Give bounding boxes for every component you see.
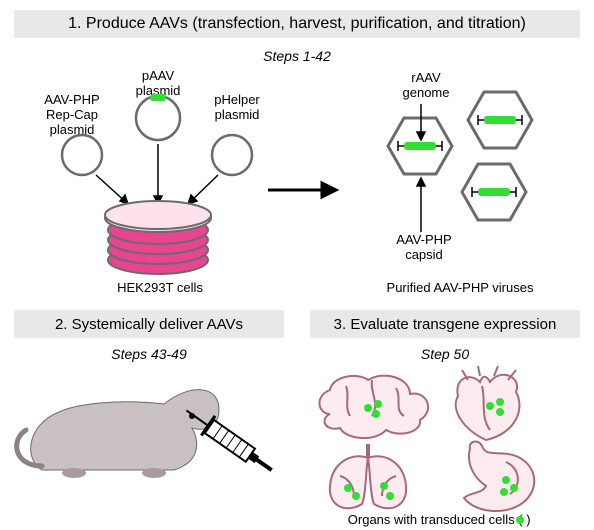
capsid-label: AAV-PHP capsid — [386, 232, 462, 262]
mouse-icon — [17, 390, 219, 478]
organs-label: Organs with transduced cells ( ) — [310, 512, 580, 527]
capsid-1 — [388, 118, 452, 174]
capsid-3 — [462, 164, 526, 220]
plasmid-center — [136, 94, 180, 140]
section3-steps: Step 50 — [310, 346, 580, 362]
organ-stomach — [464, 442, 534, 512]
section1-diagram — [0, 0, 594, 300]
genome-label: rAAV genome — [396, 70, 456, 100]
organs-label-text: Organs with transduced cells ( ) — [348, 512, 531, 527]
organ-brain — [319, 376, 428, 438]
cells-label: HEK293T cells — [100, 280, 220, 295]
section2-diagram — [14, 370, 284, 510]
plasmid-arrows — [96, 144, 218, 204]
section2-header: 2. Systemically deliver AAVs — [14, 310, 284, 338]
section3-header: 3. Evaluate transgene expression — [310, 310, 580, 338]
section3-title: 3. Evaluate transgene expression — [334, 316, 557, 333]
section2-title: 2. Systemically deliver AAVs — [55, 316, 243, 333]
organ-lungs — [330, 444, 406, 508]
plasmid-right — [212, 135, 252, 175]
section2-steps: Steps 43-49 — [14, 346, 284, 362]
annotation-arrows — [417, 104, 425, 232]
viruses-label: Purified AAV-PHP viruses — [370, 280, 550, 295]
dish-stack — [105, 201, 211, 274]
plasmid-left — [62, 135, 102, 175]
process-arrow — [268, 183, 336, 197]
capsids — [388, 92, 532, 220]
section3-diagram — [310, 366, 580, 526]
capsid-2 — [468, 92, 532, 148]
